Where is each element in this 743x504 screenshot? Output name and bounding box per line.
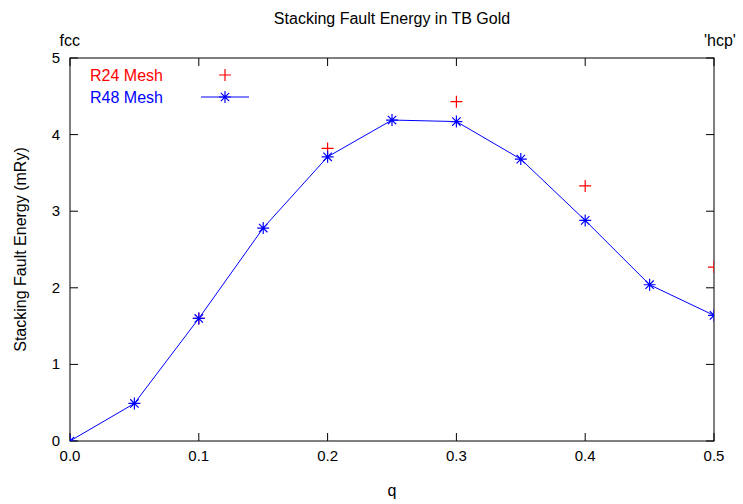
x-tick — [327, 433, 328, 441]
point — [450, 116, 462, 128]
x-tick-label: 0.1 — [188, 447, 209, 464]
x-tick-label: 0.0 — [60, 447, 81, 464]
x-tick — [456, 433, 457, 441]
y-tick — [706, 134, 714, 135]
y-label: Stacking Fault Energy (mRy) — [12, 147, 29, 352]
legend-label: R48 Mesh — [90, 89, 163, 106]
point — [708, 261, 714, 273]
y-tick — [70, 364, 78, 365]
y-tick-label: 5 — [52, 49, 60, 66]
y-tick-label: 2 — [52, 279, 60, 296]
chart: Stacking Fault Energy in TB Gold q Stackin… — [0, 0, 743, 504]
point — [579, 180, 591, 192]
x-tick — [198, 58, 199, 66]
y-tick — [706, 287, 714, 288]
y-tick — [70, 287, 78, 288]
point — [193, 312, 205, 324]
x-tick-label: 0.5 — [704, 447, 725, 464]
y-tick — [70, 134, 78, 135]
y-tick-label: 1 — [52, 355, 60, 372]
point — [708, 309, 714, 321]
legend-marker — [219, 91, 231, 103]
point — [450, 96, 462, 108]
point — [70, 435, 76, 441]
x-tick — [327, 58, 328, 66]
y-tick-label: 3 — [52, 202, 60, 219]
plot-area — [70, 96, 714, 441]
point — [644, 279, 656, 291]
point — [579, 214, 591, 226]
x-tick-label: 0.3 — [446, 447, 467, 464]
x-tick — [585, 433, 586, 441]
y-tick-label: 4 — [52, 126, 60, 143]
point — [257, 222, 269, 234]
y-tick — [706, 211, 714, 212]
series-line — [70, 120, 714, 441]
x-tick — [198, 433, 199, 441]
annotation: fcc — [60, 32, 80, 49]
frame — [70, 58, 714, 441]
point — [193, 312, 205, 324]
legend-marker — [219, 69, 231, 81]
x-tick-label: 0.2 — [317, 447, 338, 464]
point — [128, 397, 140, 409]
point — [386, 114, 398, 126]
point — [322, 151, 334, 163]
legend-label: R24 Mesh — [90, 67, 163, 84]
y-tick — [706, 364, 714, 365]
y-tick — [70, 211, 78, 212]
title: Stacking Fault Energy in TB Gold — [274, 10, 510, 27]
x-tick — [585, 58, 586, 66]
x-tick-label: 0.4 — [575, 447, 596, 464]
x-tick — [456, 58, 457, 66]
x-label: q — [388, 482, 397, 499]
annotation: 'hcp' — [704, 32, 736, 49]
point — [515, 153, 527, 165]
y-tick-label: 0 — [52, 432, 60, 449]
